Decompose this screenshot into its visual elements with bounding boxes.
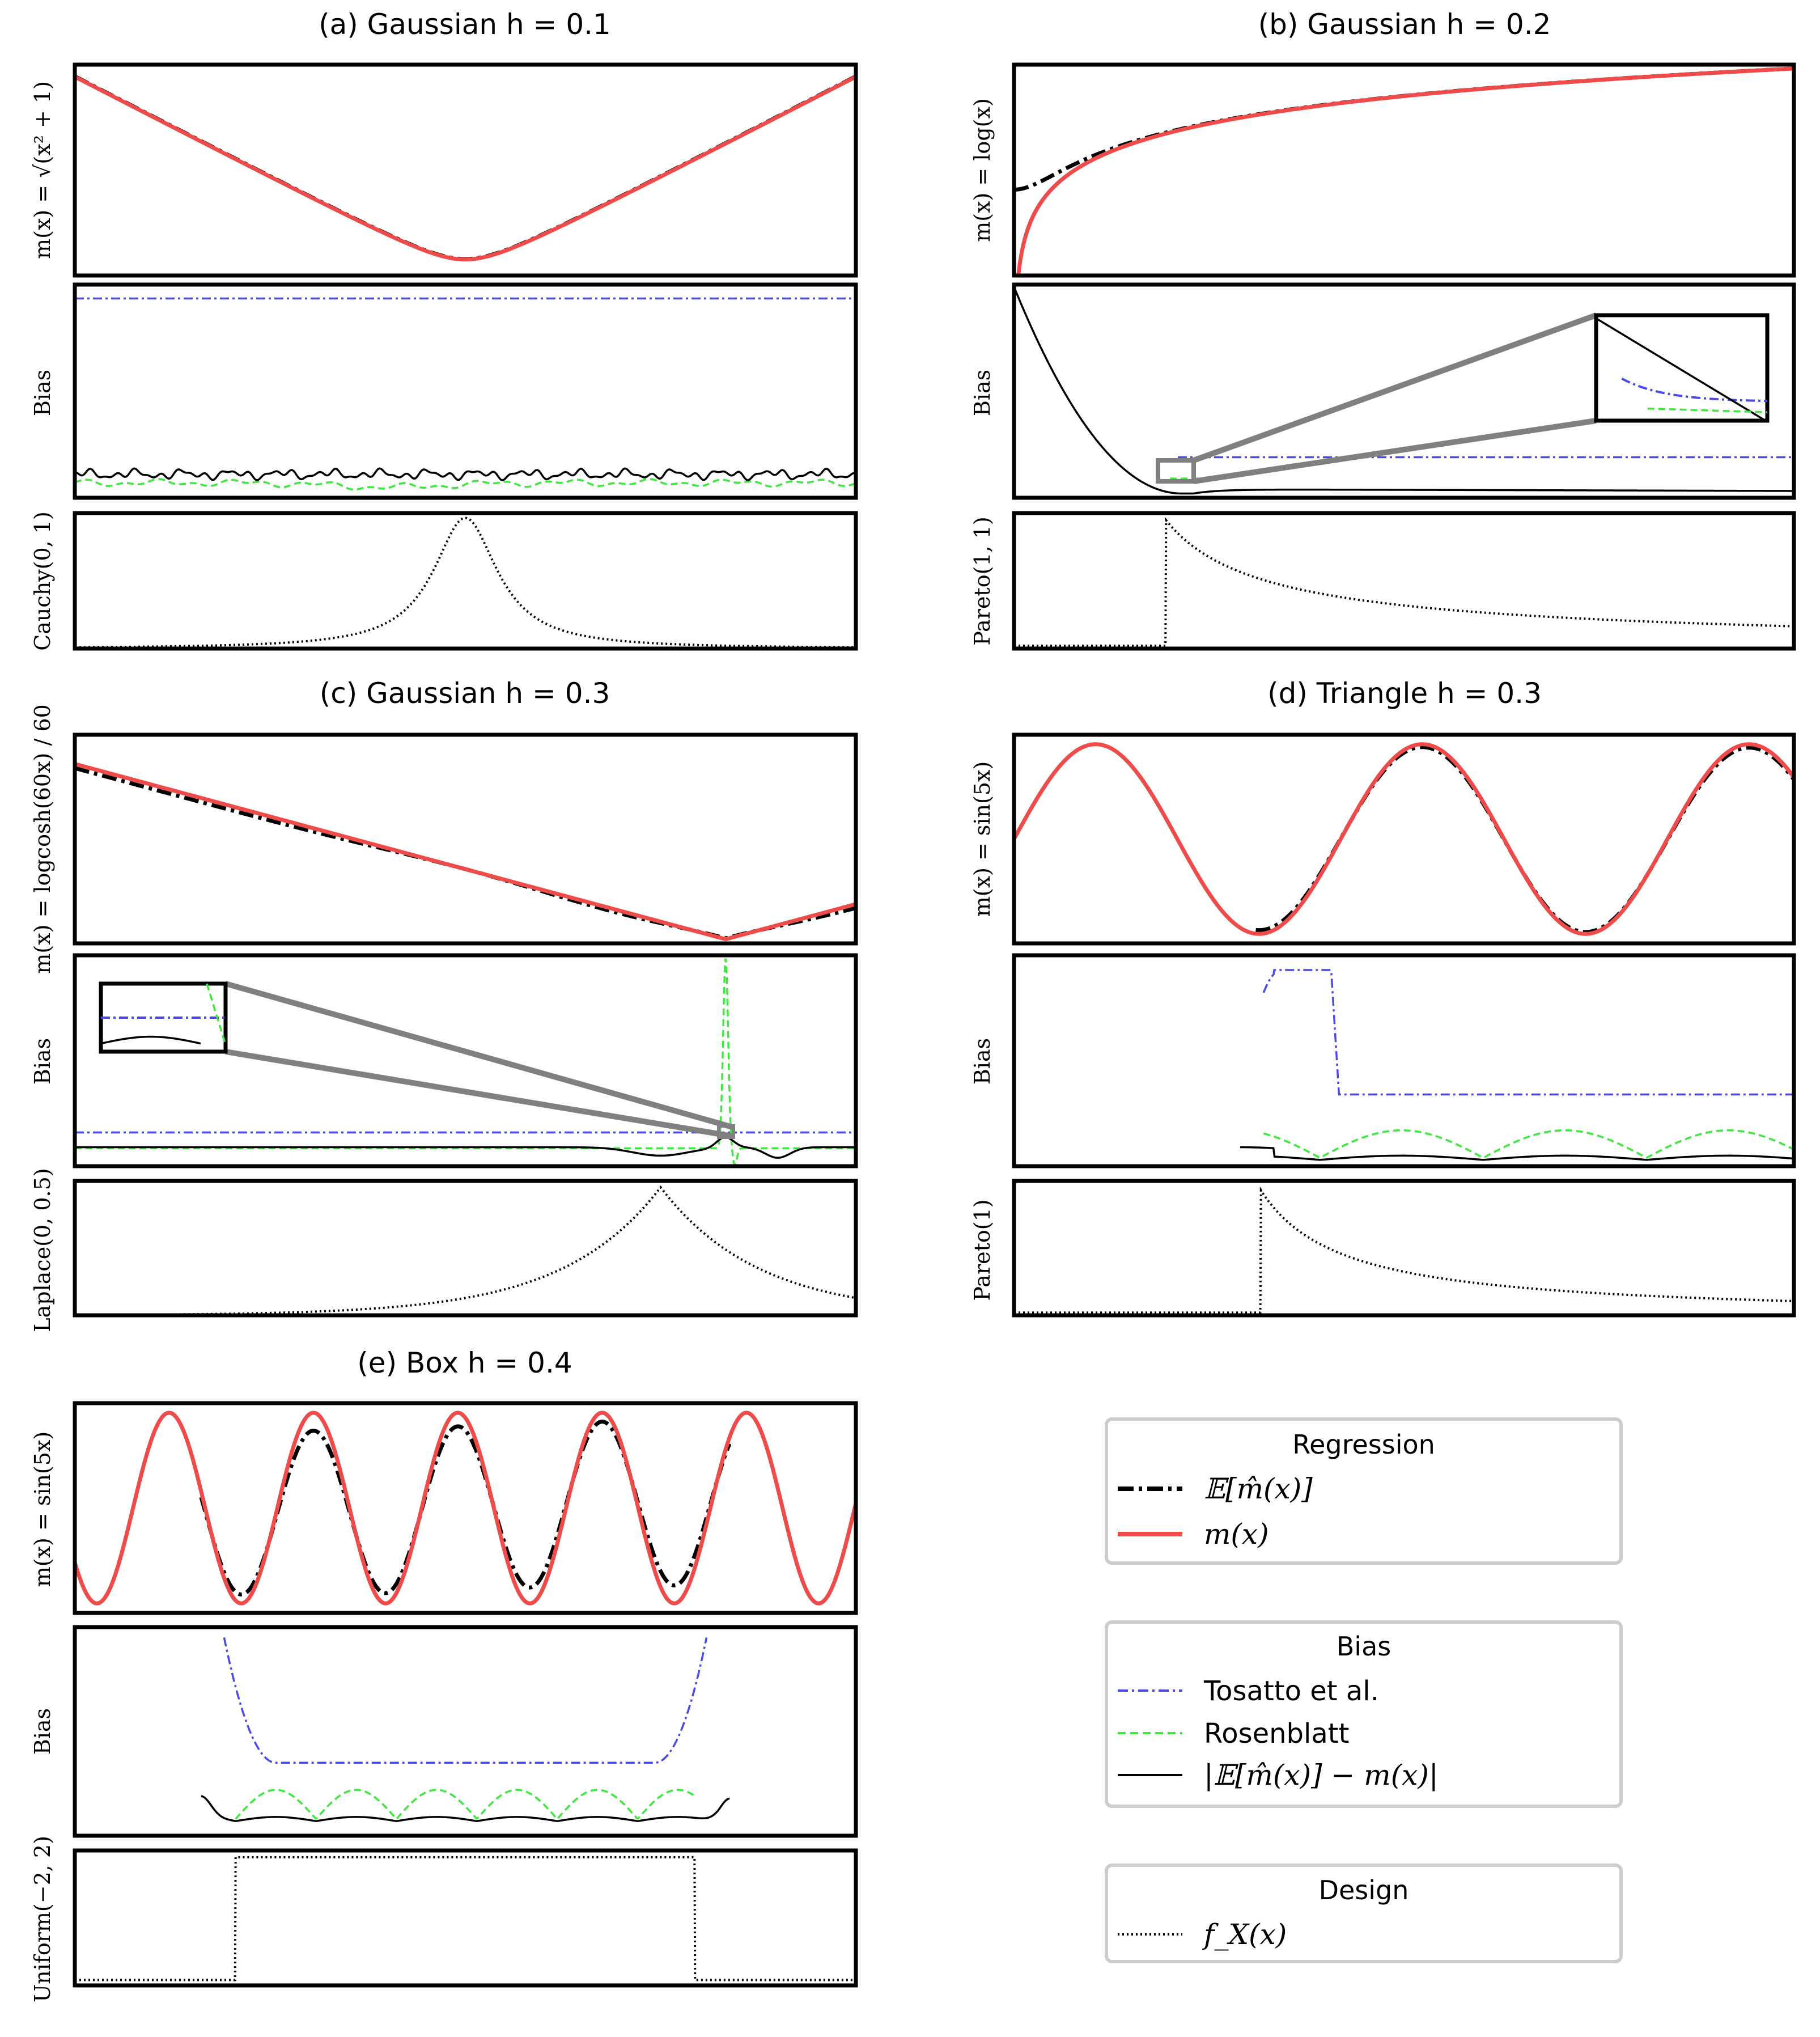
plot-area (73, 62, 1796, 1988)
panel-c-design-line (75, 1185, 856, 1315)
panel-c-truth-line (75, 762, 856, 941)
panel-b-title: (b) Gaussian h = 0.2 (1258, 8, 1551, 41)
legend-regression-title: Regression (1292, 1429, 1435, 1460)
panel-c-row1-ylabel: m(x) = logcosh(60x) / 60 (30, 704, 55, 973)
panel-a-title: (a) Gaussian h = 0.1 (319, 8, 611, 41)
legend-bias: Bias Tosatto et al. Rosenblatt |𝔼[m̂(x)]… (1105, 1620, 1623, 1808)
panel-e-row1-ylabel: m(x) = sin(5x) (30, 1432, 55, 1587)
panel-b-inset-connector-bottom (1193, 418, 1597, 484)
panel-d-title: (d) Triangle h = 0.3 (1267, 677, 1542, 710)
panel-e-row1-frame (73, 1401, 858, 1615)
panel-b-row2-frame (1012, 282, 1796, 500)
panel-b-row3-frame (1012, 511, 1796, 651)
legend-design-frame (1105, 1864, 1623, 1963)
panel-d-row1-ylabel: m(x) = sin(5x) (970, 761, 995, 917)
panel-b-inset-frame (1594, 313, 1770, 423)
legend-regression-frame (1105, 1417, 1623, 1565)
panel-a-absbias-line (75, 467, 856, 481)
legend-tosatto-label: Tosatto et al. (1203, 1675, 1379, 1707)
panel-c-rosenblatt-line (75, 958, 856, 1166)
panel-d-row3-ylabel: Pareto(1) (970, 1199, 995, 1301)
panel-a-expected-line (75, 74, 856, 261)
panel-e-row3-frame (73, 1848, 858, 1988)
panel-c-row2-ylabel: Bias (30, 1038, 55, 1085)
panel-b-row1-frame (1012, 62, 1796, 278)
panel-e-expected-line (199, 1420, 732, 1596)
panel-d-expected-line (1255, 745, 1794, 934)
panel-c-row1-frame (73, 732, 858, 946)
panel-e-design-line (75, 1856, 856, 1981)
panel-d-row2-frame (1012, 953, 1796, 1168)
panel-d-rosenblatt-line (1263, 1129, 1794, 1159)
legend-bias-title: Bias (1337, 1631, 1391, 1662)
panel-a-row3-frame (73, 511, 858, 651)
legend-expected-label: 𝔼[m̂(x)] (1204, 1472, 1313, 1505)
panel-c-row3-frame (73, 1179, 858, 1318)
panel-c-inset-connector-bottom (225, 1049, 733, 1139)
panel-a-design-line (75, 516, 856, 649)
panel-b-expected-line (1014, 66, 1794, 192)
panel-d-row3-frame (1012, 1179, 1796, 1318)
panel-a-row1-frame (73, 62, 858, 278)
panel-b-truth-line (1016, 66, 1794, 276)
panel-a-row2-frame (73, 282, 858, 500)
panel-d-row1-frame (1012, 732, 1796, 946)
legend-design-title: Design (1319, 1875, 1409, 1905)
panel-b-row3-ylabel: Pareto(1, 1) (970, 516, 995, 645)
legend-rosenblatt-label: Rosenblatt (1204, 1718, 1349, 1750)
panel-b-inset-tosatto-line (1621, 377, 1767, 403)
legend-design: Design f_X(x) (1105, 1864, 1623, 1963)
panel-c-row3-ylabel: Laplace(0, 0.5) (30, 1168, 55, 1332)
panel-c-inset (99, 981, 735, 1139)
panel-b-row2-ylabel: Bias (970, 370, 995, 416)
legend-truth-label: m(x) (1204, 1518, 1269, 1551)
legend-absbias-label: |𝔼[m̂(x)] − m(x)| (1204, 1759, 1439, 1792)
panel-e-truth-line (75, 1411, 856, 1606)
panel-a-row1-ylabel: m(x) = √(x² + 1) (30, 81, 55, 259)
panel-e-title: (e) Box h = 0.4 (357, 1346, 572, 1379)
panel-b-absbias-line (1014, 286, 1794, 495)
panel-b-inset (1156, 312, 1770, 484)
panel-b-zoom-box (1156, 458, 1196, 484)
panel-c-zoom-box (717, 1124, 735, 1139)
panel-d-absbias-line (1240, 1146, 1794, 1161)
panel-a-truth-line (75, 75, 856, 262)
panel-e-rosenblatt-line (235, 1789, 696, 1821)
panel-e-row2-ylabel: Bias (30, 1708, 55, 1755)
panel-b-inset-absbias-line (1596, 317, 1767, 421)
panel-d-row2-ylabel: Bias (970, 1038, 995, 1085)
panel-a-rosenblatt-line (75, 478, 856, 491)
panel-b-inset-connector-top (1193, 312, 1597, 463)
legend-regression: Regression 𝔼[m̂(x)] m(x) (1105, 1417, 1623, 1565)
panel-b-design-line (1014, 516, 1794, 647)
panel-c-absbias-line (75, 1136, 856, 1159)
panel-b-inset-rosenblatt-line (1647, 407, 1767, 413)
panel-e-row2-frame (73, 1625, 858, 1838)
panel-d-truth-line (1014, 742, 1794, 936)
panel-e-tosatto-line (223, 1637, 708, 1764)
panel-a-row2-ylabel: Bias (30, 370, 55, 416)
panel-d-design-line (1014, 1186, 1794, 1314)
panel-a-row3-ylabel: Cauchy(0, 1) (30, 511, 55, 651)
panel-c-title: (c) Gaussian h = 0.3 (320, 677, 610, 710)
legend-bias-frame (1105, 1620, 1623, 1808)
panel-e-row3-ylabel: Uniform(−2, 2) (30, 1836, 55, 2002)
panel-c-row2-frame (73, 953, 858, 1168)
panel-c-inset-connector-top (224, 981, 733, 1130)
panel-e-absbias-line (201, 1795, 730, 1823)
panel-c-inset-absbias-line (101, 1035, 201, 1045)
panel-b-row1-ylabel: m(x) = log(x) (970, 98, 995, 242)
panel-d-tosatto-line (1262, 969, 1794, 1096)
legend-design-label: f_X(x) (1202, 1918, 1287, 1951)
